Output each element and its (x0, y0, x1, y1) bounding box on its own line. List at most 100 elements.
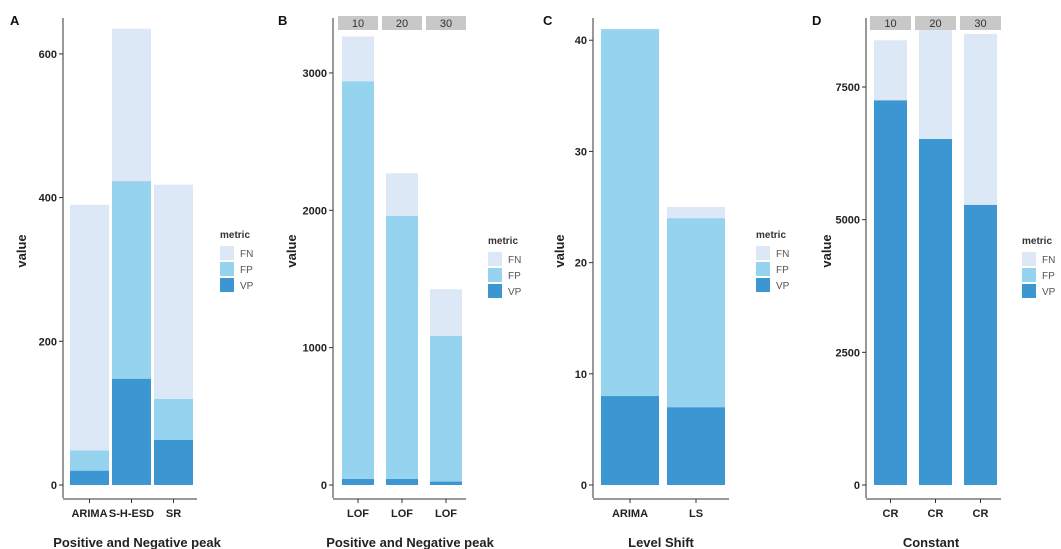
legend: metric FN FP VP (1022, 236, 1056, 298)
x-tick-label: SR (166, 508, 181, 520)
bar-segment-fp (342, 81, 374, 479)
x-tick-label: LOF (347, 508, 369, 520)
legend-key-fn (756, 246, 770, 260)
y-tick-label: 400 (39, 193, 57, 205)
bar-segment-vp (964, 204, 997, 486)
facet-strip-label: 30 (974, 18, 986, 30)
y-axis-title: value (552, 234, 567, 267)
legend-key-fn (488, 252, 502, 266)
chart-panel-b: B 0 1000 2000 3000 value LOF 10 LOF 20 LOF 30 Positi… (278, 13, 522, 549)
x-axis-title: Constant (903, 535, 960, 549)
x-tick-label: ARIMA (612, 508, 648, 520)
x-tick-label: S-H-ESD (109, 508, 154, 520)
legend-key-fp (756, 262, 770, 276)
facet-strip (915, 16, 956, 30)
x-tick-label: CR (883, 508, 899, 520)
bar-segment-vp (874, 100, 907, 486)
legend: metric FN FP VP (488, 236, 522, 298)
legend: metric FN FP VP (756, 230, 790, 292)
legend-label: FN (508, 255, 521, 266)
y-tick-label: 0 (321, 480, 327, 492)
legend-title: metric (756, 230, 786, 241)
x-axis-title: Positive and Negative peak (53, 535, 221, 549)
bar-segment-vp (919, 138, 952, 485)
legend-key-vp (488, 284, 502, 298)
panel-letter: B (278, 13, 287, 28)
facet-strip-label: 20 (929, 18, 941, 30)
bar-segment-vp (601, 396, 659, 485)
bar-segment-fp (386, 215, 418, 479)
facet-strip (338, 16, 378, 30)
bar-segment-fp (430, 335, 462, 482)
bar-segment-fn (386, 173, 418, 216)
legend-label: FN (240, 249, 253, 260)
legend-label: VP (776, 281, 790, 292)
bar-segment-fp (70, 450, 109, 471)
y-tick-label: 2500 (836, 347, 860, 359)
legend-key-fp (220, 262, 234, 276)
bar-segment-fn (70, 204, 109, 451)
y-axis-title: value (284, 234, 299, 267)
legend: metric FN FP VP (220, 230, 254, 292)
facet-strip-label: 10 (884, 18, 896, 30)
bar-segment-vp (386, 478, 418, 485)
y-tick-label: 7500 (836, 82, 860, 94)
facet-strip-label: 20 (396, 18, 408, 30)
bar-segment-fp (601, 29, 659, 397)
facet-strip (382, 16, 422, 30)
y-tick-label: 0 (581, 480, 587, 492)
bar-segment-vp (342, 478, 374, 485)
y-tick-label: 200 (39, 336, 57, 348)
bar-segment-fn (342, 36, 374, 82)
y-axis-title: value (819, 234, 834, 267)
legend-key-fp (488, 268, 502, 282)
bar-segment-fp (112, 181, 151, 379)
facet-strip (426, 16, 466, 30)
bar-segment-fn (430, 289, 462, 336)
bar-segment-vp (667, 407, 725, 485)
x-tick-label: LOF (391, 508, 413, 520)
bar-segment-fn (964, 33, 997, 205)
legend-title: metric (1022, 236, 1052, 247)
y-tick-label: 10 (575, 369, 587, 381)
legend-key-vp (756, 278, 770, 292)
x-tick-label: ARIMA (71, 508, 107, 520)
y-tick-label: 0 (51, 480, 57, 492)
x-axis-title: Level Shift (628, 535, 694, 549)
chart-panel-d: D 0 2500 5000 7500 value CR 10 CR 20 CR 30 Constant m… (812, 13, 1056, 549)
legend-key-vp (1022, 284, 1036, 298)
panel-letter: A (10, 13, 20, 28)
legend-label: FP (240, 265, 253, 276)
legend-label: FP (776, 265, 789, 276)
chart-panel-a: A 0 200 400 600 value ARIMA S-H-ESD SR Positive a… (10, 13, 254, 549)
bar-segment-vp (70, 470, 109, 485)
bar-segment-fn (667, 207, 725, 219)
bar-segment-fn (112, 28, 151, 182)
legend-label: VP (1042, 287, 1056, 298)
y-tick-label: 40 (575, 35, 587, 47)
y-tick-label: 30 (575, 146, 587, 158)
x-tick-label: CR (973, 508, 989, 520)
legend-label: VP (508, 287, 522, 298)
legend-key-fp (1022, 268, 1036, 282)
y-tick-label: 5000 (836, 215, 860, 227)
bar-segment-fn (919, 29, 952, 139)
y-tick-label: 0 (854, 480, 860, 492)
legend-label: FP (1042, 271, 1055, 282)
bar-segment-vp (112, 378, 151, 485)
legend-title: metric (488, 236, 518, 247)
legend-label: FP (508, 271, 521, 282)
legend-label: FN (776, 249, 789, 260)
facet-strip-label: 10 (352, 18, 364, 30)
panel-letter: C (543, 13, 553, 28)
facet-strip (960, 16, 1001, 30)
x-tick-label: LOF (435, 508, 457, 520)
bar-segment-vp (430, 481, 462, 485)
y-tick-label: 600 (39, 49, 57, 61)
panel-letter: D (812, 13, 821, 28)
legend-label: FN (1042, 255, 1055, 266)
bar-segment-fp (154, 398, 193, 440)
facet-strip-label: 30 (440, 18, 452, 30)
x-tick-label: CR (928, 508, 944, 520)
